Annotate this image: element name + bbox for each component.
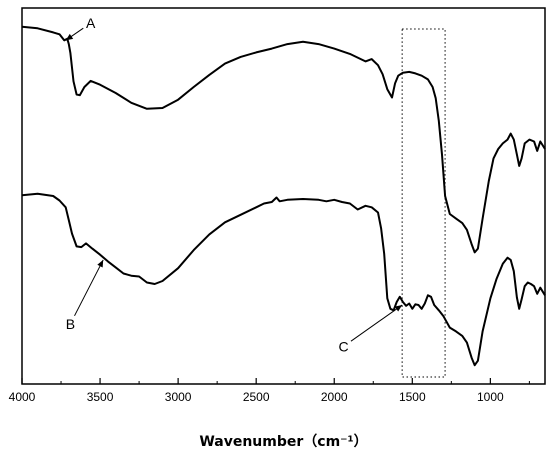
- plot-frame: [21, 7, 546, 385]
- annotation-arrowhead: [394, 305, 403, 312]
- x-tick-label: 2000: [321, 390, 348, 404]
- spectrum-line-2: [21, 192, 546, 367]
- annotation-arrow-line: [350, 304, 403, 342]
- spectrum-line-1: [21, 25, 546, 254]
- annotation-layer: A B C: [65, 15, 403, 354]
- annotation-label: C: [339, 338, 349, 354]
- x-tick-label: 3500: [87, 390, 114, 404]
- annotation-label: A: [86, 15, 96, 31]
- annotation-arrowhead: [65, 33, 74, 41]
- x-axis-title: Wavenumber（cm⁻¹）: [199, 434, 367, 450]
- x-tick-label: 2500: [243, 390, 270, 404]
- x-tick-label: 3000: [165, 390, 192, 404]
- x-tick-label: 1500: [399, 390, 426, 404]
- annotation-c: C: [339, 304, 403, 354]
- annotation-a: A: [65, 15, 96, 41]
- x-axis: 4000 3500 3000 2500 2000 1500 1000: [9, 378, 530, 404]
- annotation-label: B: [66, 316, 75, 332]
- annotation-arrow-line: [74, 259, 104, 317]
- annotation-b: B: [66, 259, 104, 332]
- x-tick-label: 4000: [9, 390, 36, 404]
- highlight-layer: [401, 28, 446, 378]
- annotation-arrowhead: [97, 259, 104, 268]
- highlight-box: [401, 28, 446, 378]
- series-layer: [21, 25, 546, 367]
- x-tick-label: 1000: [477, 390, 504, 404]
